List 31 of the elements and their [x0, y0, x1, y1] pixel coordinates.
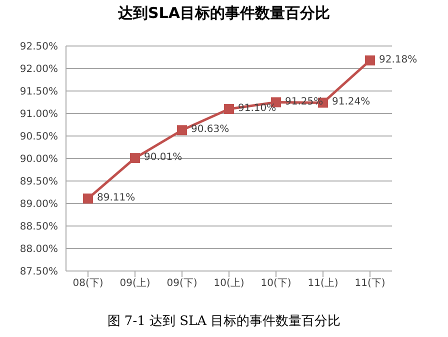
y-tick-label: 87.50%: [20, 266, 58, 278]
x-tick-label: 11(上): [308, 277, 338, 290]
point: [83, 194, 93, 204]
y-tick-label: 92.00%: [20, 64, 58, 76]
data-label: 91.10%: [238, 103, 276, 114]
caption: 图 7-1 达到 SLA 目标的事件数量百分比: [106, 313, 342, 330]
x-tick-label: 10(下): [260, 278, 292, 290]
point: [365, 55, 375, 66]
x-tick-label: 10(上): [214, 277, 244, 290]
y-tick-label: 88.00%: [20, 244, 58, 256]
data-label: 89.11%: [97, 192, 136, 204]
y-tick-label: 91.50%: [20, 86, 58, 98]
y-tick-label: 90.00%: [20, 154, 58, 166]
x-tick-label: 09(上): [120, 277, 150, 290]
x-tick-label: 09(下): [166, 278, 198, 290]
data-label: 92.18%: [379, 54, 418, 66]
y-tick-label: 89.50%: [20, 176, 58, 188]
chart-title: 达到SLA目标的事件数量百分比: [117, 4, 331, 23]
y-tick-label: 88.50%: [20, 222, 58, 233]
point: [130, 153, 140, 164]
data-label: 90.63%: [191, 124, 230, 136]
y-tick-label: 91.00%: [20, 109, 58, 120]
point: [224, 104, 234, 114]
y-tick-label: 90.50%: [20, 132, 58, 143]
y-tick-label: 89.00%: [20, 199, 58, 210]
data-label: 91.24%: [332, 96, 370, 108]
point: [177, 125, 187, 136]
x-tick-label: 11(下): [354, 278, 386, 290]
data-label: 90.01%: [144, 152, 182, 164]
y-tick-label: 92.50%: [20, 42, 58, 53]
x-tick-label: 08(下): [72, 278, 104, 290]
